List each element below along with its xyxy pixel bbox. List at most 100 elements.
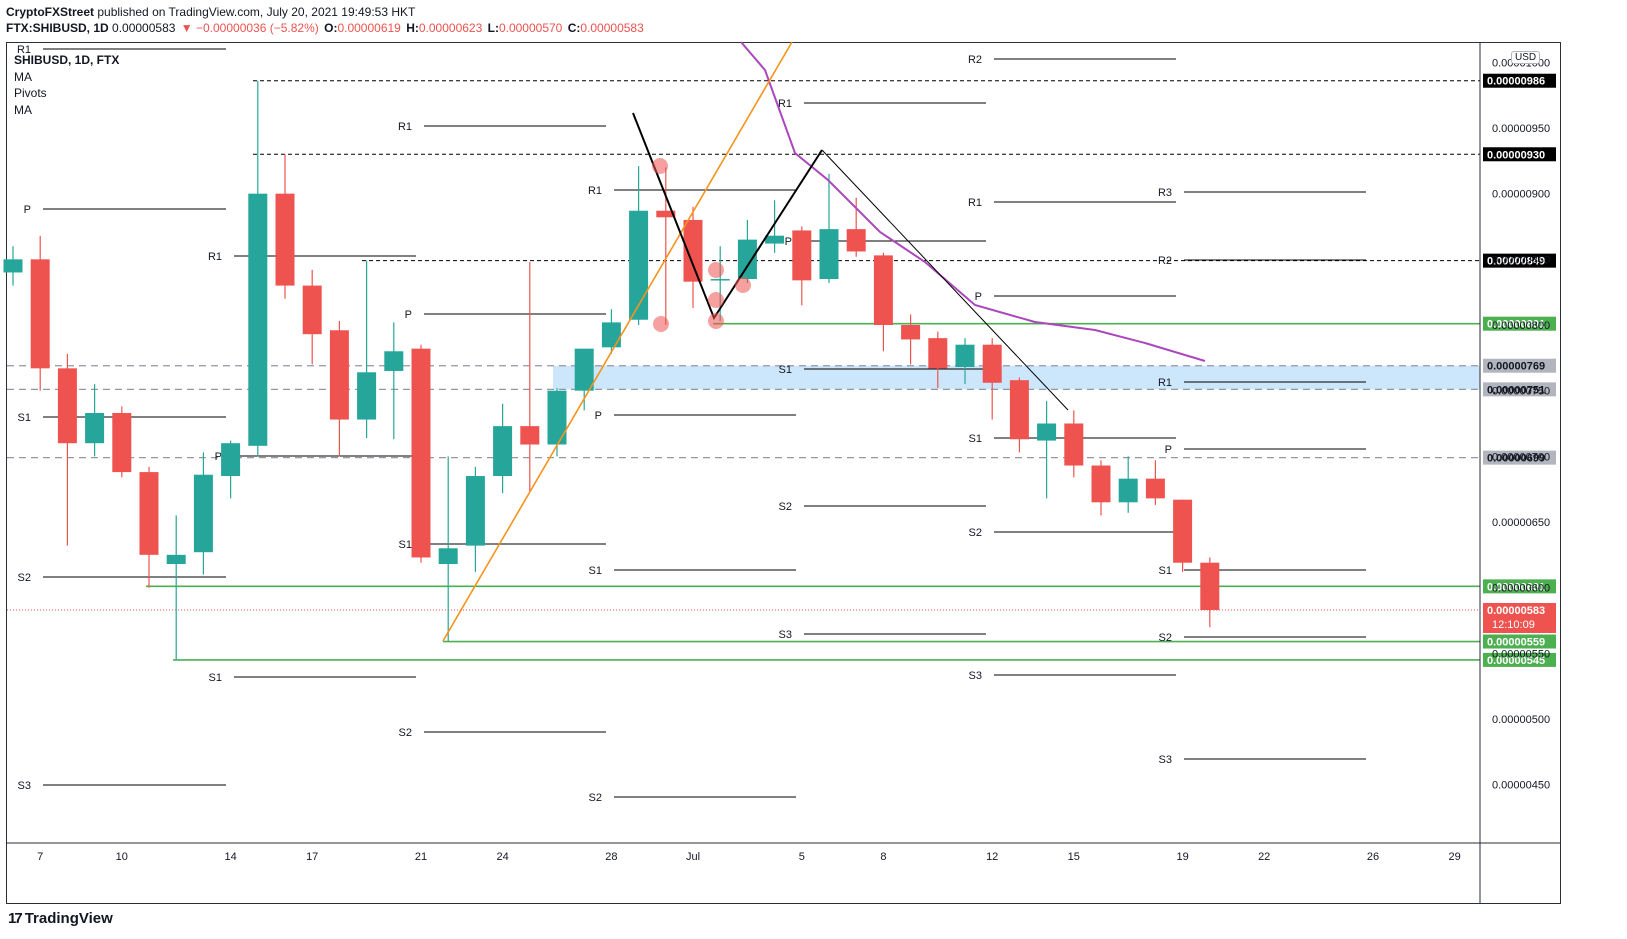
last-price-badge xyxy=(1483,602,1556,633)
legend-title: SHIBUSD, 1D, FTX xyxy=(14,53,120,67)
candle-body xyxy=(846,229,866,252)
y-tick-label: 0.00000900 xyxy=(1492,189,1550,201)
candle-body xyxy=(193,474,213,553)
y-tick-label: 0.00000950 xyxy=(1492,123,1550,135)
price-level-badge xyxy=(1483,253,1556,268)
tradingview-logo-icon: 17 xyxy=(8,910,23,927)
x-tick-label: 8 xyxy=(880,851,886,863)
pivot-label: R1 xyxy=(208,251,222,263)
price-level-label: 0.00000601 xyxy=(1487,581,1545,593)
price-level-badge xyxy=(1483,147,1556,162)
x-tick-label: 28 xyxy=(605,851,617,863)
candle-body xyxy=(302,285,322,335)
candle-body xyxy=(737,239,757,280)
price-level-badge xyxy=(1483,579,1556,594)
pivot-label: R1 xyxy=(968,197,982,209)
marker-dot xyxy=(652,158,668,174)
candle-body xyxy=(955,344,975,368)
descending-trend-line xyxy=(821,149,1069,411)
brand-name: TradingView xyxy=(24,910,113,927)
low-label: L: xyxy=(487,21,499,35)
x-tick-label: 7 xyxy=(37,851,43,863)
candle-body xyxy=(1118,478,1138,503)
last-price-label: 0.00000583 xyxy=(1487,605,1545,617)
pivot-label: S3 xyxy=(1159,754,1172,766)
candle-body xyxy=(901,325,921,340)
candle-body xyxy=(1200,562,1220,610)
candle-body xyxy=(357,372,377,420)
pivot-label: S3 xyxy=(969,670,982,682)
pivot-label: S2 xyxy=(18,572,31,584)
y-tick-label: 0.00000500 xyxy=(1492,714,1550,726)
moving-average-line xyxy=(740,41,1206,362)
pivot-label: R1 xyxy=(17,44,31,56)
x-tick-label: Jul xyxy=(686,851,700,863)
open-value: 0.00000619 xyxy=(337,21,401,35)
last-value: 0.00000583 xyxy=(112,21,176,35)
pivot-label: P xyxy=(785,236,792,248)
x-tick-label: 19 xyxy=(1176,851,1188,863)
candle-body xyxy=(520,426,540,445)
candle-body xyxy=(3,259,23,273)
pivot-label: R3 xyxy=(1158,187,1172,199)
candle-body xyxy=(30,259,50,369)
candle-body xyxy=(221,443,241,477)
y-tick-label: 0.00000800 xyxy=(1492,320,1550,332)
currency-badge[interactable]: USD xyxy=(1511,51,1541,64)
y-tick-label: 0.00000750 xyxy=(1492,386,1550,398)
pivot-label: S2 xyxy=(589,792,602,804)
chart-frame[interactable] xyxy=(6,42,1561,904)
close-label: C: xyxy=(567,21,581,35)
pivot-label: S1 xyxy=(209,672,222,684)
pivot-label: S1 xyxy=(779,364,792,376)
legend-item-pivots[interactable]: Pivots xyxy=(14,86,47,100)
price-level-label: 0.00000545 xyxy=(1487,655,1545,667)
candle-body xyxy=(873,255,893,325)
tradingview-logo[interactable]: 17 TradingView xyxy=(8,910,113,927)
candle-body xyxy=(928,338,948,369)
price-level-badge xyxy=(1483,316,1556,331)
price-level-label: 0.00000699 xyxy=(1487,453,1545,465)
x-tick-label: 5 xyxy=(799,851,805,863)
x-tick-label: 15 xyxy=(1068,851,1080,863)
x-tick-label: 29 xyxy=(1448,851,1460,863)
candle-body xyxy=(85,412,105,444)
marker-dot xyxy=(708,313,724,329)
candle-body xyxy=(574,348,594,391)
x-tick-label: 12 xyxy=(986,851,998,863)
candle-body xyxy=(982,344,1002,383)
price-level-label: 0.00000559 xyxy=(1487,637,1545,649)
price-level-badge xyxy=(1483,73,1556,88)
legend-item-ma-2[interactable]: MA xyxy=(14,102,32,117)
pivot-label: R1 xyxy=(398,121,412,133)
y-tick-label: 0.00000700 xyxy=(1492,451,1550,463)
pivot-label: S3 xyxy=(18,780,31,792)
y-tick-label: 0.00000600 xyxy=(1492,583,1550,595)
candle-body xyxy=(248,193,268,446)
low-value: 0.00000570 xyxy=(498,21,563,35)
candle-body xyxy=(1009,380,1029,440)
x-tick-label: 24 xyxy=(496,851,508,863)
x-tick-label: 26 xyxy=(1367,851,1379,863)
price-level-badge xyxy=(1483,652,1556,667)
high-value: 0.00000623 xyxy=(418,21,483,35)
legend-item-ma[interactable]: MA xyxy=(14,69,32,84)
price-level-label: 0.00000801 xyxy=(1487,319,1545,331)
publisher-name[interactable]: CryptoFXStreet xyxy=(6,5,95,19)
pivot-label: R2 xyxy=(968,54,982,66)
candle-body xyxy=(57,368,77,444)
pivot-label: S2 xyxy=(399,727,412,739)
candle-body xyxy=(493,426,513,477)
y-tick-label: 0.00000550 xyxy=(1492,648,1550,660)
candle-body xyxy=(792,230,812,281)
support-zone xyxy=(553,365,1480,390)
candle-body xyxy=(275,193,295,286)
candle-body xyxy=(547,390,567,445)
pivot-label: P xyxy=(215,451,222,463)
pivot-label: P xyxy=(595,410,602,422)
x-tick-label: 14 xyxy=(224,851,236,863)
pivot-label: S2 xyxy=(1159,632,1172,644)
x-tick-label: 21 xyxy=(415,851,427,863)
price-level-label: 0.00000986 xyxy=(1487,76,1545,88)
